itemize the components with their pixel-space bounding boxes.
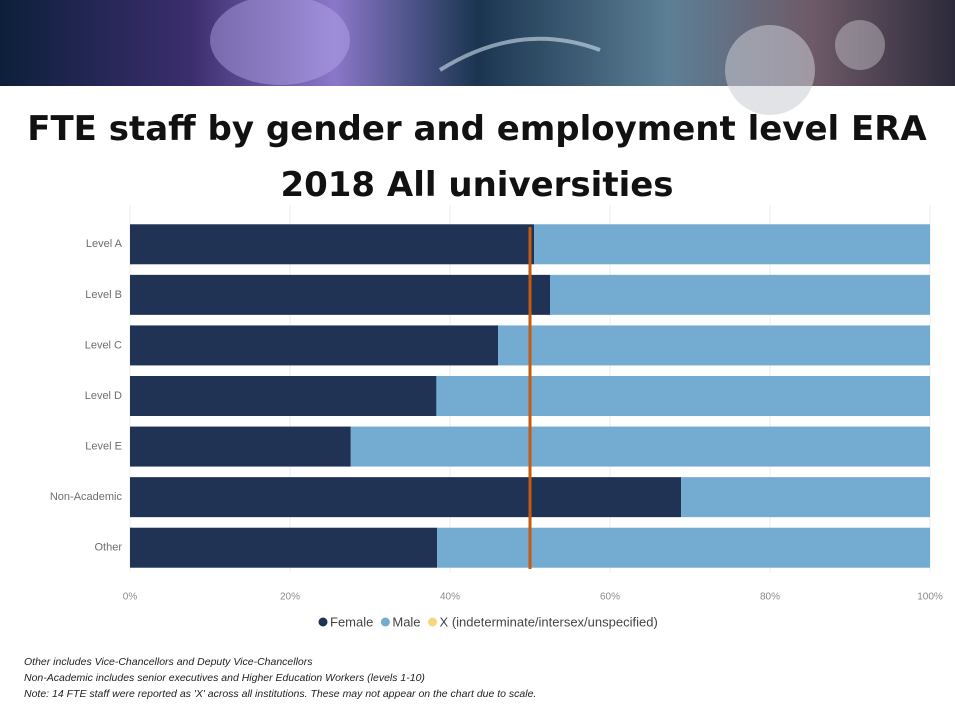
- bar-segment: [550, 274, 930, 315]
- bar-segment: [130, 376, 437, 416]
- x-tick-label: 80%: [760, 592, 780, 603]
- x-tick-label: 100%: [917, 592, 943, 603]
- chart-title: FTE staff by gender and employment level…: [27, 109, 927, 205]
- y-tick-label: Level B: [85, 289, 122, 301]
- bar-segment: [130, 477, 682, 518]
- x-tick-label: 0%: [123, 592, 138, 603]
- bar-segment: [350, 426, 930, 467]
- bar-segment: [130, 325, 498, 366]
- legend-label: Male: [392, 614, 420, 629]
- bar-segment: [681, 477, 930, 518]
- bar-segment: [130, 224, 534, 265]
- y-tick-label: Non-Academic: [50, 491, 123, 503]
- footnote: Note: 14 FTE staff were reported as 'X' …: [24, 688, 536, 700]
- legend-label: Female: [330, 614, 373, 629]
- x-tick-label: 40%: [440, 592, 460, 603]
- legend-label: X (indeterminate/intersex/unspecified): [440, 614, 658, 629]
- bar-segment: [436, 376, 930, 416]
- bar-segment: [498, 325, 930, 366]
- bar-segment: [130, 426, 351, 467]
- bar-segment: [437, 527, 930, 568]
- bar-segment: [130, 274, 550, 315]
- x-tick-label: 20%: [280, 592, 300, 603]
- y-tick-label: Other: [94, 542, 122, 554]
- legend-marker: [318, 617, 328, 627]
- legend-marker: [380, 617, 390, 627]
- y-tick-label: Level E: [85, 440, 122, 452]
- legend-marker: [428, 617, 438, 627]
- footnote: Other includes Vice-Chancellors and Depu…: [24, 656, 313, 668]
- banner: [0, 0, 955, 115]
- y-tick-label: Level A: [86, 238, 123, 250]
- y-tick-label: Level D: [85, 390, 122, 402]
- footnote: Non-Academic includes senior executives …: [24, 672, 425, 684]
- bar-segment: [534, 224, 930, 265]
- y-tick-label: Level C: [85, 339, 122, 351]
- bar-segment: [130, 527, 438, 568]
- x-tick-label: 60%: [600, 592, 620, 603]
